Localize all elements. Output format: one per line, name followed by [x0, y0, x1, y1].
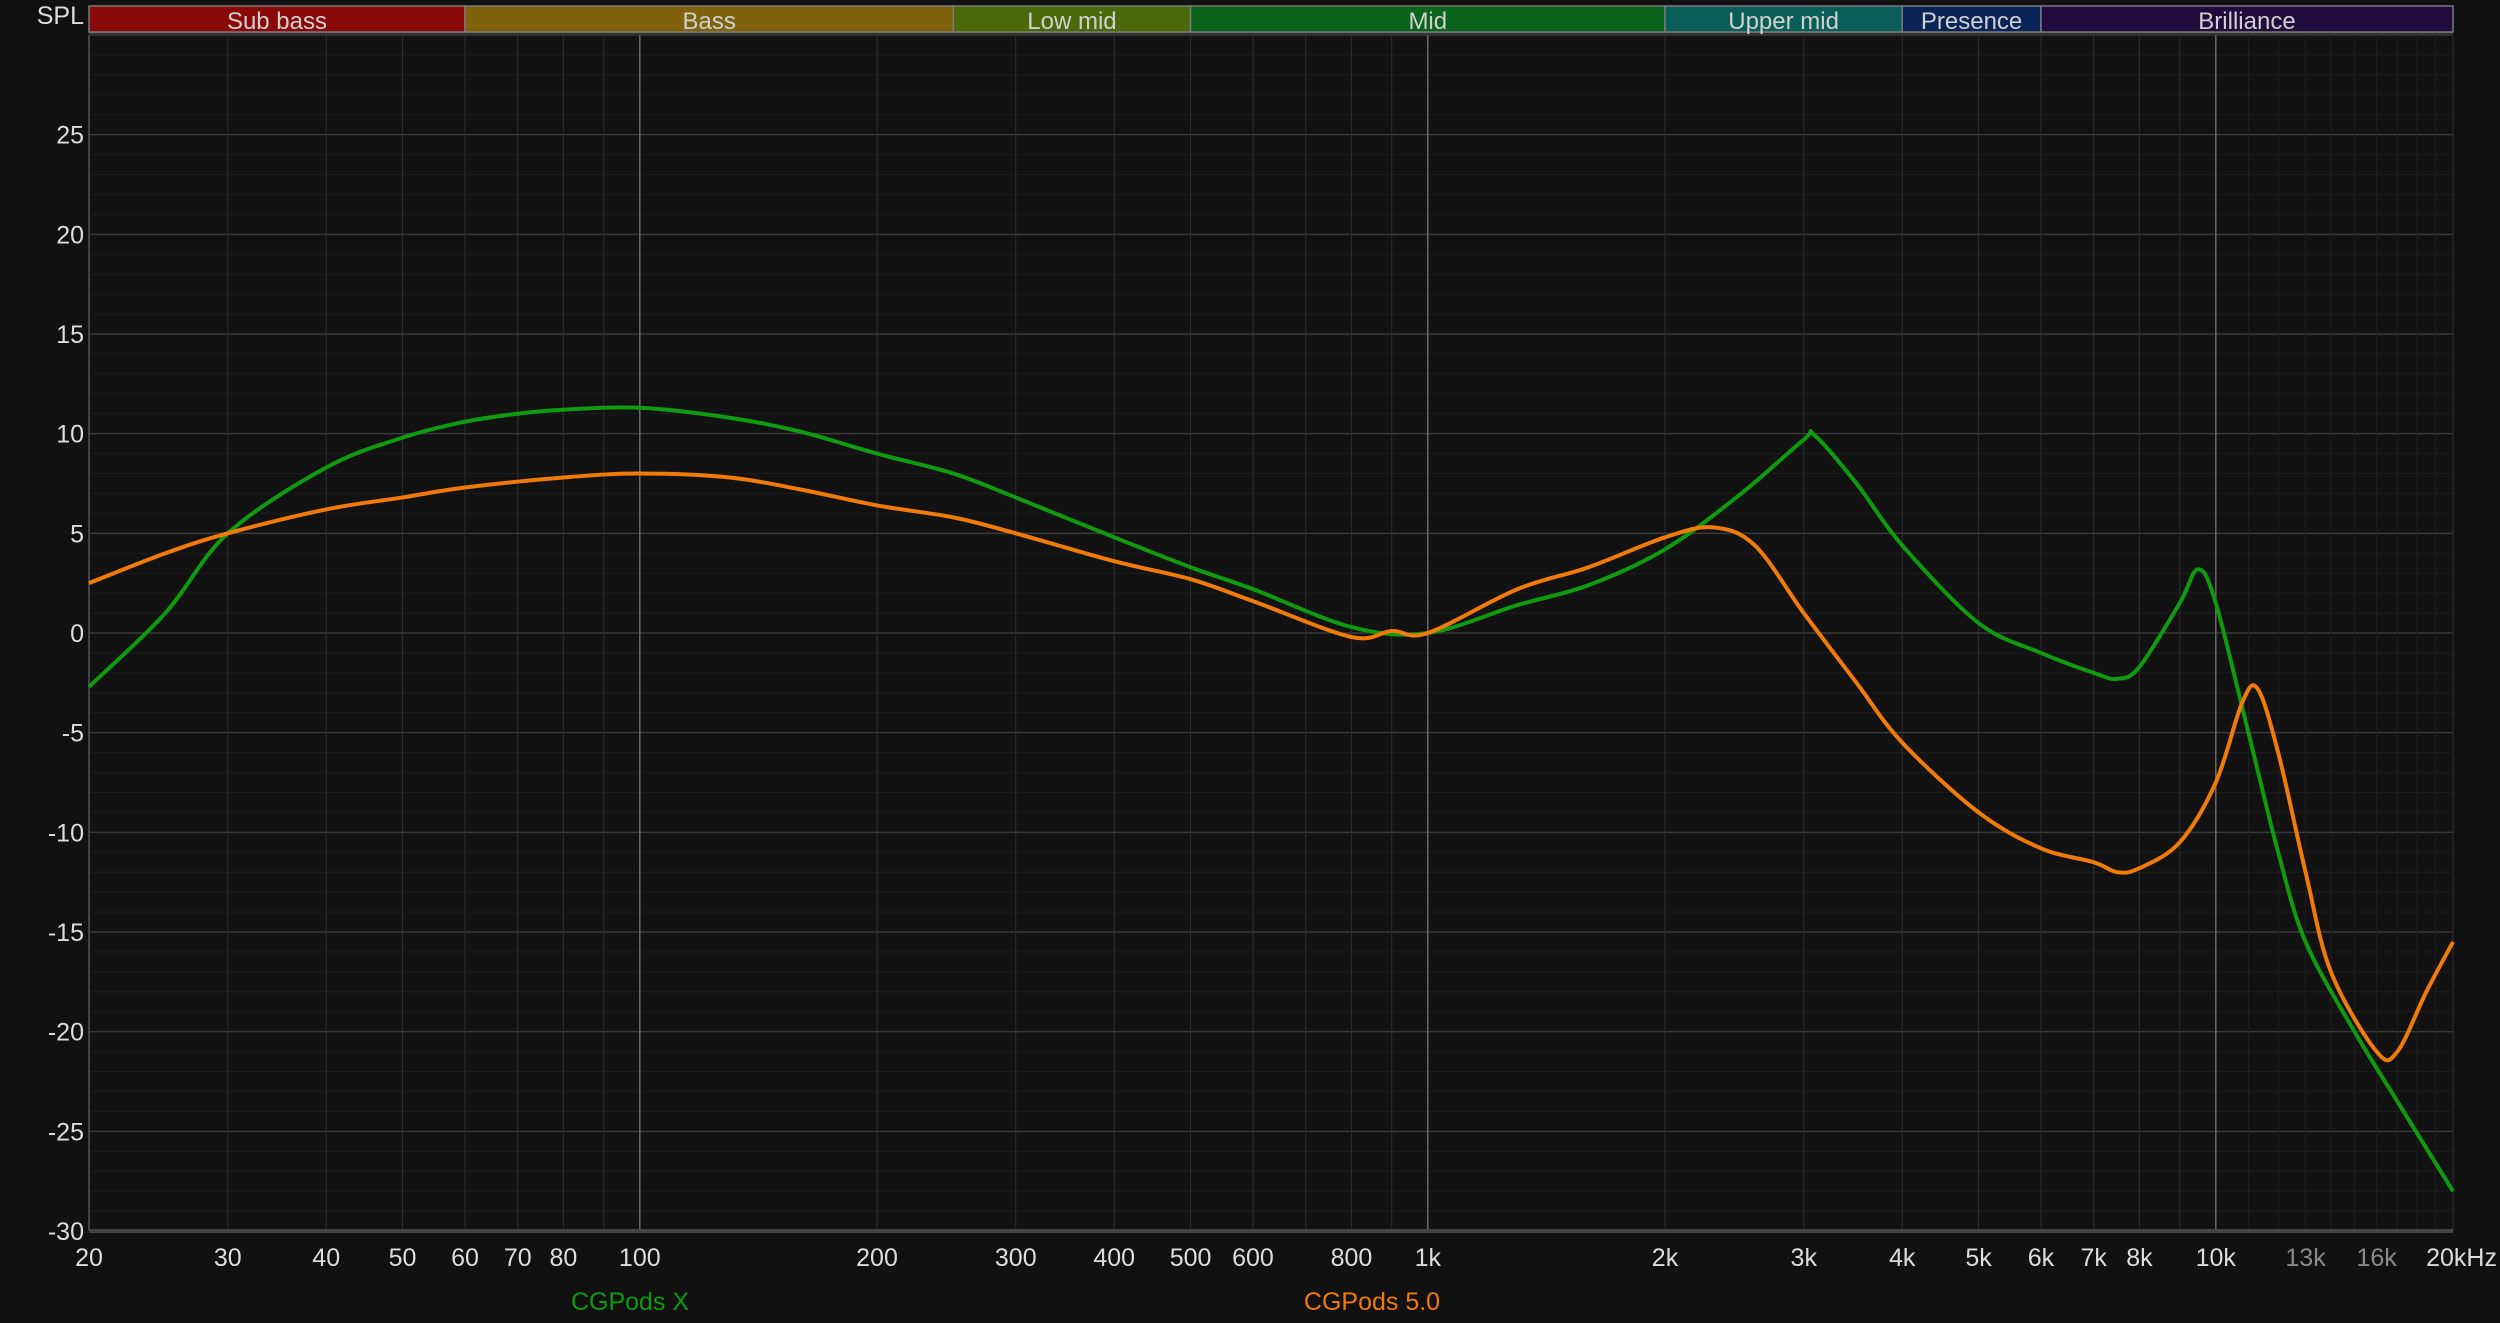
- x-tick-label: 50: [389, 1244, 417, 1272]
- y-axis-ticks: -30 -25 -20 -15 -10 -5 0 5 10 15 20 25: [48, 122, 84, 1246]
- band-upper-mid: [1664, 5, 1903, 33]
- x-tick-label: 100: [619, 1244, 661, 1272]
- x-tick-label: 70: [504, 1244, 532, 1272]
- x-tick-label: 1k: [1415, 1244, 1442, 1272]
- x-tick-label: 5k: [1965, 1244, 1992, 1272]
- x-tick-label: 600: [1232, 1244, 1274, 1272]
- x-tick-label: 30: [214, 1244, 242, 1272]
- band-label: Low mid: [1027, 8, 1116, 35]
- band-low-mid: [952, 5, 1192, 33]
- legend-entry: CGPods 5.0: [1304, 1288, 1440, 1316]
- y-tick-label: -20: [48, 1019, 84, 1047]
- band-label: Presence: [1921, 8, 2022, 35]
- band-label: Upper mid: [1728, 8, 1839, 35]
- x-tick-label: 500: [1170, 1244, 1212, 1272]
- x-axis-ticks: 20 30 40 50 60 70 80 100 200 300 400 500 600 800 1k 2k 3…: [75, 1244, 2497, 1272]
- y-tick-label: 10: [56, 421, 84, 449]
- series-line-cgpods-x: [87, 405, 2455, 1193]
- series-line-cgpods-5-0: [88, 471, 2455, 1063]
- band-label: Bass: [682, 8, 735, 35]
- y-tick-label: -10: [48, 819, 84, 847]
- x-tick-label: 20kHz: [2426, 1244, 2497, 1272]
- x-tick-label: 7k: [2081, 1244, 2108, 1272]
- y-tick-label: -25: [48, 1118, 84, 1146]
- legend: CGPods X CGPods 5.0: [571, 1288, 1440, 1316]
- x-tick-label: 300: [995, 1244, 1037, 1272]
- x-tick-label: 60: [451, 1244, 479, 1272]
- x-tick-label: 4k: [1889, 1244, 1916, 1272]
- band-mid: [1189, 5, 1666, 33]
- x-tick-label: 80: [550, 1244, 578, 1272]
- x-tick-label: 16k: [2356, 1244, 2397, 1272]
- y-tick-label: 25: [56, 122, 84, 150]
- legend-entry: CGPods X: [571, 1288, 689, 1316]
- x-tick-label: 13k: [2285, 1244, 2326, 1272]
- x-tick-label: 200: [856, 1244, 898, 1272]
- x-tick-label: 6k: [2028, 1244, 2055, 1272]
- series-lines: [87, 405, 2455, 1193]
- y-tick-label: 5: [70, 520, 84, 548]
- x-tick-label: 20: [75, 1244, 103, 1272]
- band-label: Sub bass: [227, 8, 327, 35]
- y-tick-label: -30: [48, 1218, 84, 1246]
- band-label: Brilliance: [2198, 8, 2295, 35]
- x-tick-label: 40: [312, 1244, 340, 1272]
- frequency-bands: Sub bass Bass Low mid Mid Upper mid Presence B…: [88, 5, 2454, 35]
- band-brilliance: [2040, 5, 2454, 33]
- grid: [88, 30, 2454, 1233]
- band-label: Mid: [1408, 8, 1447, 35]
- x-tick-label: 400: [1093, 1244, 1135, 1272]
- y-tick-label: -5: [62, 720, 84, 748]
- y-tick-label: 20: [56, 221, 84, 249]
- y-tick-label: 0: [70, 620, 84, 648]
- x-tick-label: 10k: [2196, 1244, 2237, 1272]
- x-tick-label: 800: [1331, 1244, 1373, 1272]
- x-tick-label: 3k: [1791, 1244, 1818, 1272]
- band-sub-bass: [88, 5, 466, 33]
- y-axis-label: SPL: [37, 2, 84, 30]
- x-tick-label: 2k: [1652, 1244, 1679, 1272]
- y-tick-label: -15: [48, 919, 84, 947]
- y-tick-label: 15: [56, 321, 84, 349]
- x-tick-label: 8k: [2126, 1244, 2153, 1272]
